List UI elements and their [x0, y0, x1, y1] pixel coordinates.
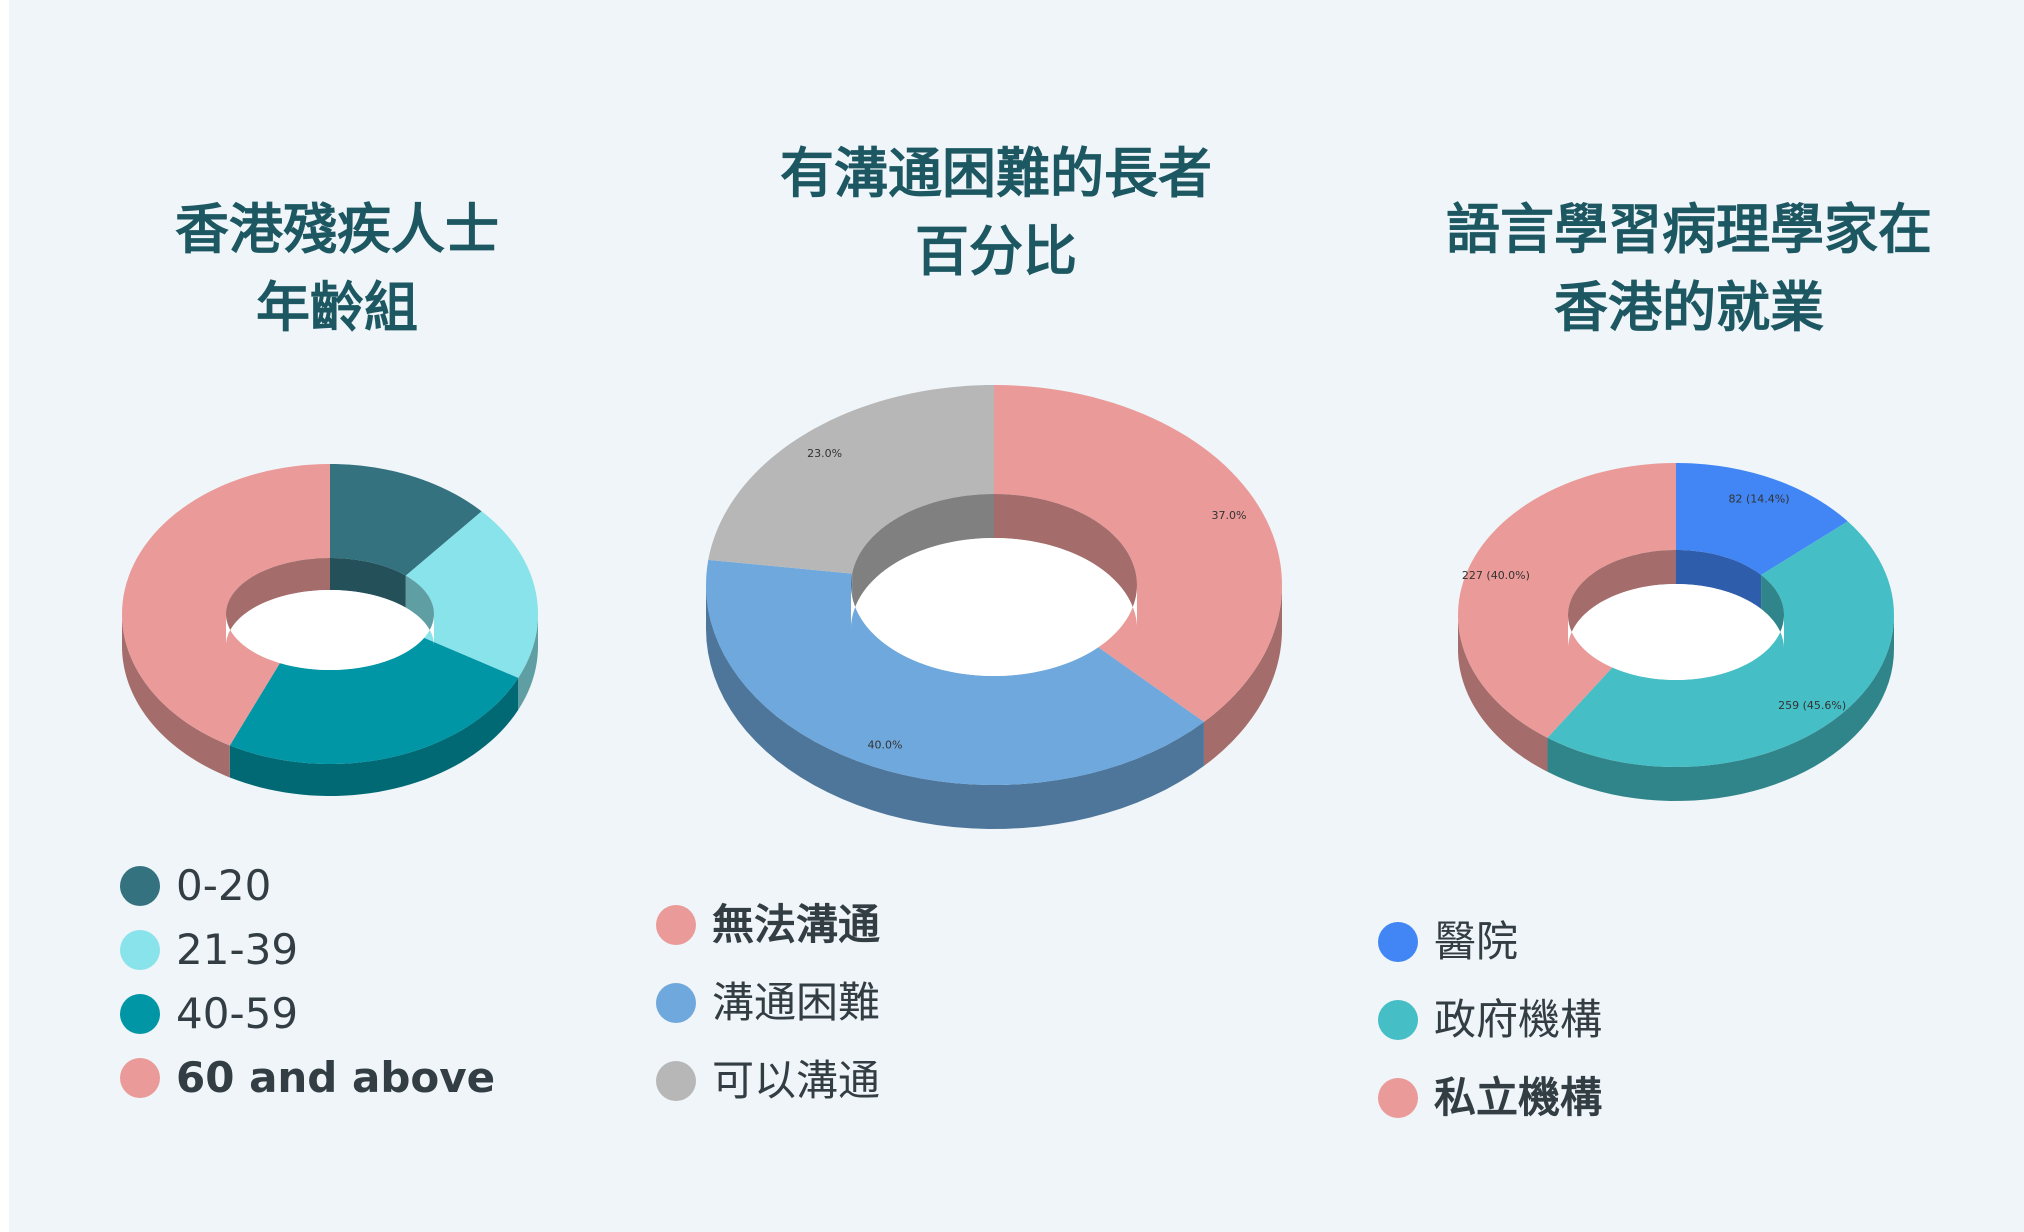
pie-slice-1: [405, 511, 538, 678]
pie-hole-wall-0: [994, 494, 1137, 629]
pie-chart-employment: 82 (14.4%) 259 (45.6%) 227 (40.0%): [1458, 463, 1894, 801]
pie-hole-wall-1: [405, 575, 434, 646]
chart-title-employment: 語言學習病理學家在 香港的就業: [1429, 191, 1949, 347]
pie-slice-side-0: [1203, 585, 1282, 766]
legend-swatch-icon: [656, 983, 696, 1023]
legend-label: 21-39: [176, 925, 299, 974]
data-label-0: 37.0%: [1212, 509, 1247, 522]
legend-swatch-icon: [1378, 922, 1418, 962]
legend-label: 可以溝通: [712, 1056, 881, 1105]
pie-slice-0: [330, 464, 482, 576]
title-emp-line-1: 語言學習病理學家在: [1446, 198, 1932, 261]
pie-slice-2: [708, 385, 994, 574]
pie-slice-side-2: [1458, 615, 1548, 772]
pie-hole-wall-2: [1568, 550, 1676, 649]
title-comm-line-1: 有溝通困難的長者: [780, 142, 1212, 205]
pie-slice-side-1: [1547, 615, 1894, 801]
legend-label: 40-59: [176, 989, 299, 1038]
legend-swatch-icon: [120, 866, 160, 906]
pie-slice-0: [994, 385, 1282, 722]
pie-hole: [1568, 584, 1784, 680]
pie-slice-side-1: [518, 614, 538, 710]
pie-slice-2: [1458, 463, 1676, 738]
legend-label: 0-20: [176, 861, 272, 910]
pie-hole-wall-0: [1676, 550, 1762, 609]
data-label-1: 259 (45.6%): [1778, 699, 1846, 712]
title-age-line-1: 香港殘疾人士: [175, 198, 499, 261]
title-emp-line-2: 香港的就業: [1554, 276, 1824, 339]
legend-label: 政府機構: [1434, 995, 1603, 1044]
pie-hole: [226, 590, 434, 670]
pie-slice-side-1: [706, 585, 1204, 829]
legend-label: 醫院: [1434, 917, 1519, 966]
title-comm-line-2: 百分比: [915, 220, 1077, 283]
pie-hole-wall-2: [852, 494, 994, 618]
legend-swatch-icon: [1378, 1078, 1418, 1118]
chart-title-age: 香港殘疾人士 年齡組: [167, 191, 507, 347]
legend-swatch-icon: [120, 930, 160, 970]
pie-hole-wall-3: [226, 558, 330, 646]
pie-hole-wall-0: [330, 558, 406, 608]
legend-label: 私立機構: [1434, 1073, 1603, 1122]
pie-slice-0: [1676, 463, 1848, 575]
legend-swatch-icon: [656, 905, 696, 945]
data-label-1: 40.0%: [867, 738, 902, 751]
pie-chart-communication: 37.0% 40.0% 23.0%: [706, 385, 1282, 829]
pie-slice-1: [1547, 521, 1894, 767]
pie-slice-1: [706, 559, 1204, 785]
legend-swatch-icon: [656, 1061, 696, 1101]
title-age-line-2: 年齡組: [256, 276, 418, 339]
pie-slice-side-3: [122, 614, 230, 778]
data-label-2: 23.0%: [807, 447, 842, 460]
legend-swatch-icon: [120, 994, 160, 1034]
pie-hole-wall-1: [1761, 574, 1784, 649]
legend-label: 60 and above: [176, 1053, 496, 1102]
legend-label: 無法溝通: [712, 900, 881, 949]
pie-slice-2: [229, 637, 519, 764]
pie-hole: [851, 538, 1137, 676]
pie-slice-3: [122, 464, 331, 746]
pie-slice-side-2: [229, 677, 519, 796]
chart-title-communication: 有溝通困難的長者 百分比: [736, 135, 1256, 291]
data-label-2: 227 (40.0%): [1462, 569, 1530, 582]
legend-label: 溝通困難: [712, 978, 881, 1027]
legend-swatch-icon: [1378, 1000, 1418, 1040]
data-label-0: 82 (14.4%): [1728, 493, 1789, 506]
legend-swatch-icon: [120, 1058, 160, 1098]
pie-chart-age: [122, 464, 538, 796]
